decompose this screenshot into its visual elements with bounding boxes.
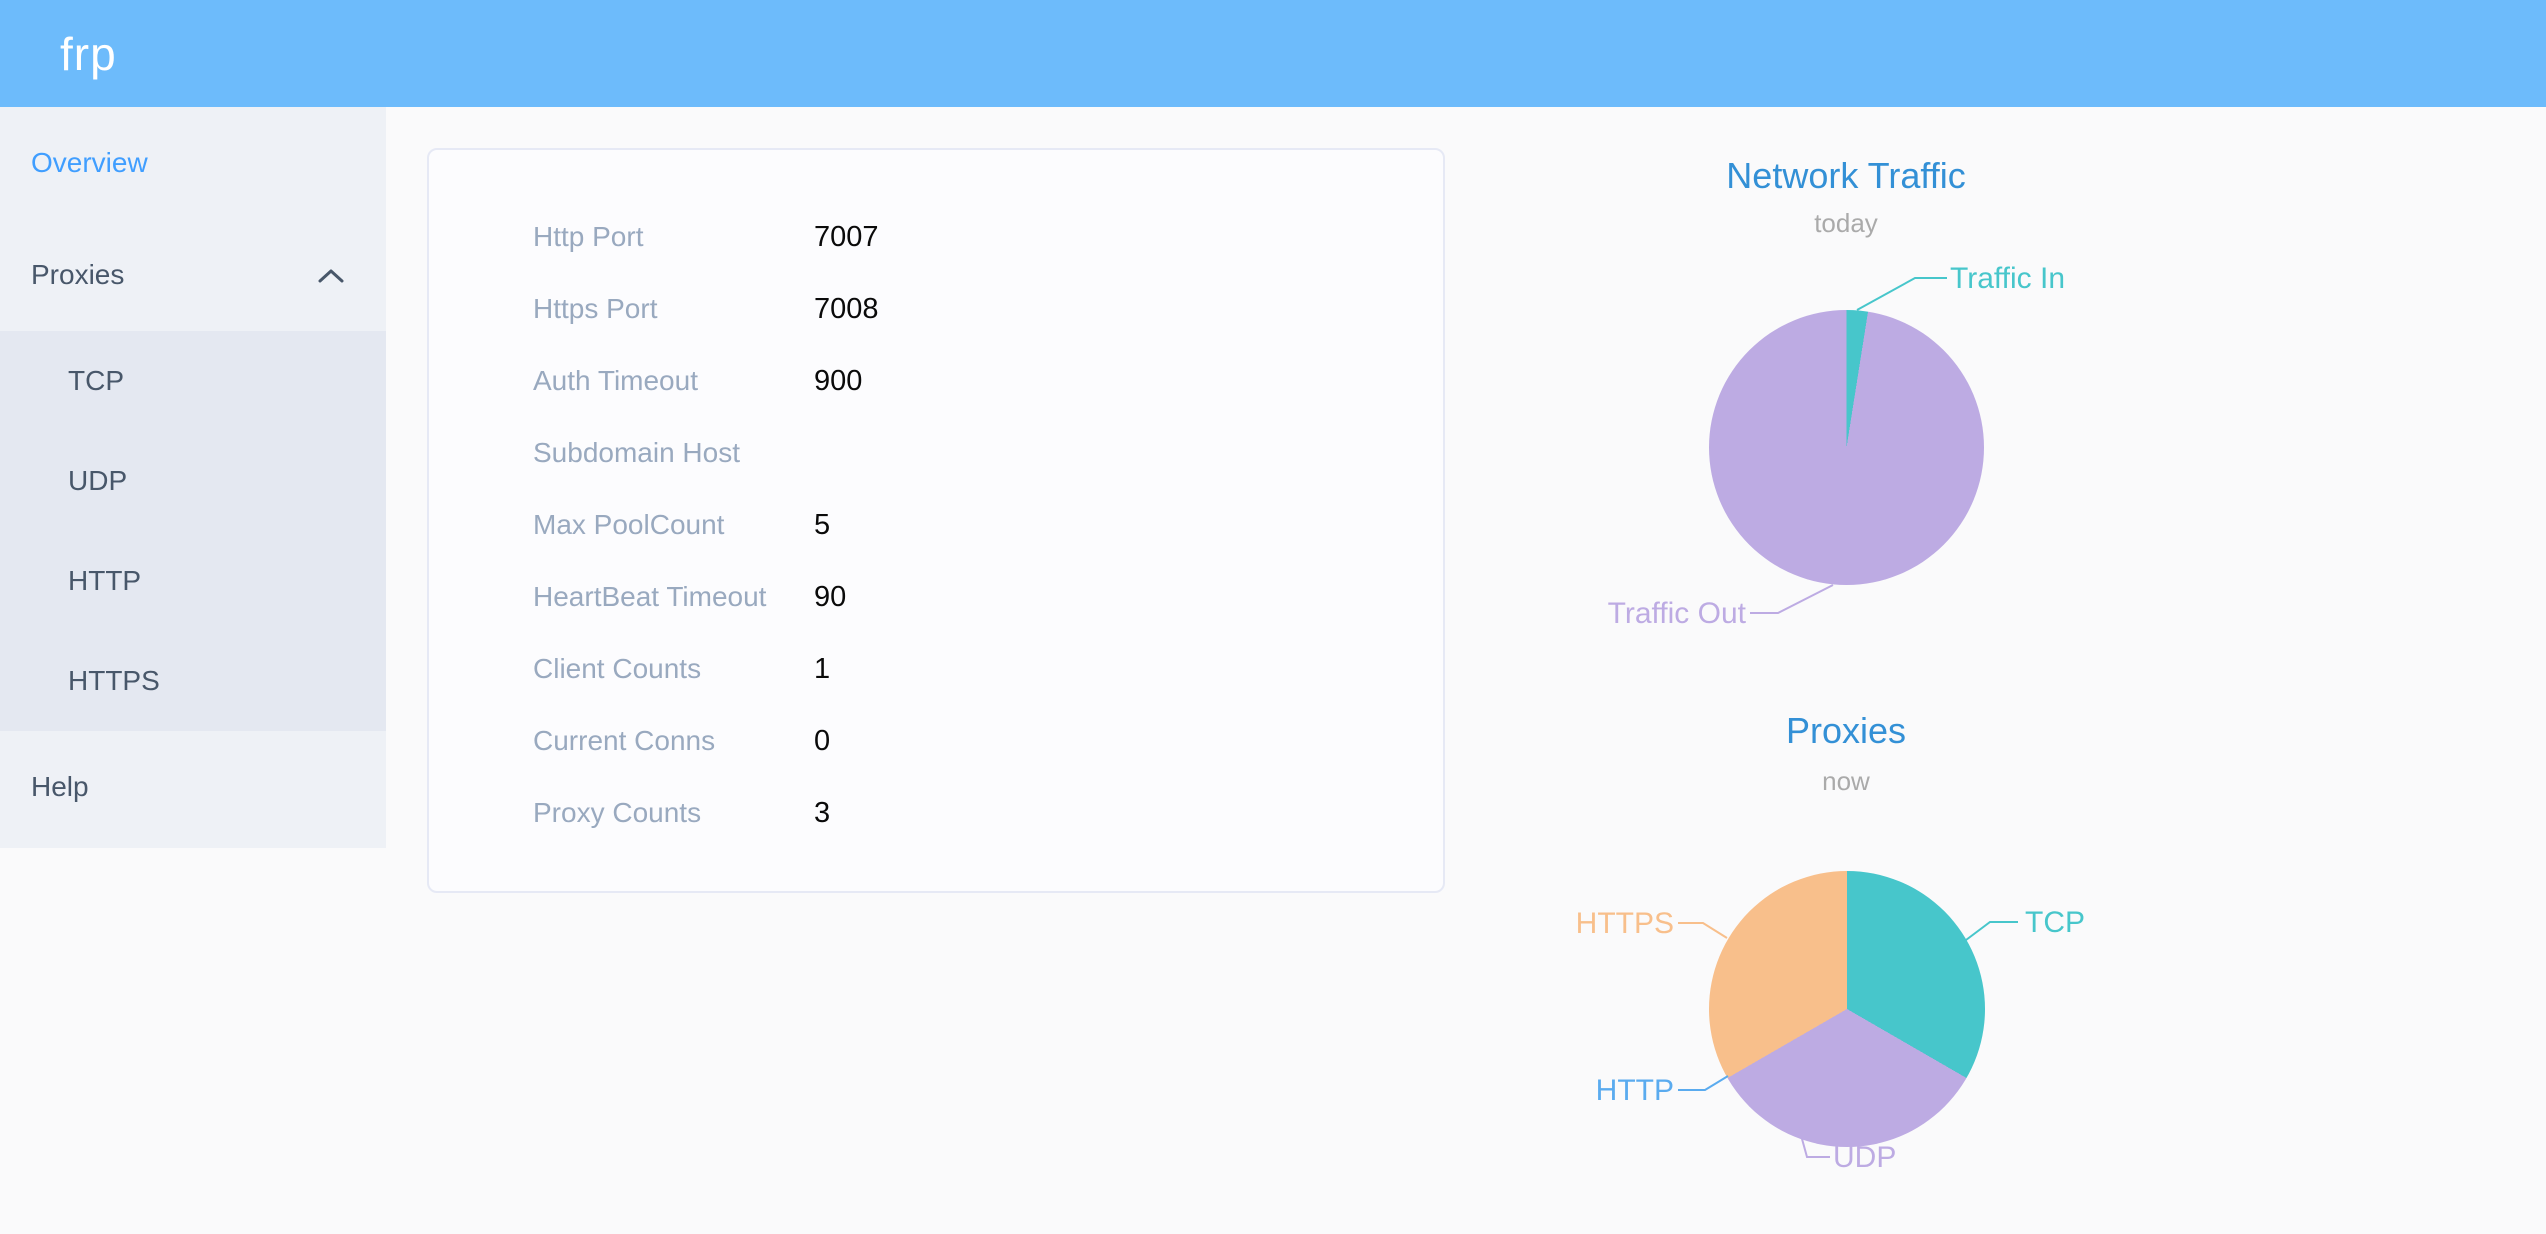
- row-value: 0: [814, 724, 831, 757]
- table-row: Max PoolCount 5: [429, 489, 1443, 561]
- sidebar-item-help[interactable]: Help: [0, 731, 386, 843]
- sidebar-item-overview[interactable]: Overview: [0, 107, 386, 219]
- pie-label-https: HTTPS: [1575, 907, 1674, 940]
- pie-label-udp: UDP: [1833, 1141, 1897, 1174]
- sidebar-item-udp-label: UDP: [68, 465, 128, 496]
- row-value: 90: [814, 580, 847, 613]
- sidebar-item-tcp-label: TCP: [68, 365, 124, 396]
- table-row: Client Counts 1: [429, 633, 1443, 705]
- sidebar-item-http-label: HTTP: [68, 565, 142, 596]
- row-value: 7008: [814, 292, 879, 325]
- sidebar-item-help-label: Help: [31, 771, 89, 802]
- table-row: Proxy Counts 3: [429, 777, 1443, 849]
- row-label: Http Port: [533, 221, 644, 252]
- row-value: 900: [814, 364, 863, 397]
- server-info-card: Http Port 7007 Https Port 7008 Auth Time…: [427, 148, 1445, 893]
- row-label: Subdomain Host: [533, 437, 741, 468]
- pie-label-http: HTTP: [1595, 1074, 1674, 1107]
- table-row: Subdomain Host: [429, 417, 1443, 489]
- table-row: HeartBeat Timeout 90: [429, 561, 1443, 633]
- server-info-table: Http Port 7007 Https Port 7008 Auth Time…: [429, 201, 1443, 849]
- sidebar-item-tcp[interactable]: TCP: [0, 331, 386, 431]
- row-value: 3: [814, 796, 831, 829]
- charts-panel: Network Traffic today Traffic In Traffic…: [1446, 112, 2546, 1234]
- sidebar-item-proxies[interactable]: Proxies: [0, 219, 386, 331]
- network-traffic-subtitle: today: [1814, 208, 1878, 238]
- row-label: Max PoolCount: [533, 509, 725, 540]
- row-label: Proxy Counts: [533, 797, 702, 828]
- proxies-chart-subtitle: now: [1822, 766, 1870, 796]
- row-value: 1: [814, 652, 831, 685]
- row-label: HeartBeat Timeout: [533, 581, 767, 612]
- network-traffic-title: Network Traffic: [1726, 155, 1966, 196]
- proxies-pie: [1709, 871, 1985, 1147]
- row-value: 7007: [814, 220, 879, 253]
- row-label: Current Conns: [533, 725, 716, 756]
- row-label: Client Counts: [533, 653, 702, 684]
- table-row: Http Port 7007: [429, 201, 1443, 273]
- table-row: Https Port 7008: [429, 273, 1443, 345]
- row-label: Auth Timeout: [533, 365, 698, 396]
- pie-label-traffic-out: Traffic Out: [1607, 597, 1746, 630]
- sidebar-item-proxies-label: Proxies: [31, 259, 125, 290]
- sidebar-item-https[interactable]: HTTPS: [0, 631, 386, 731]
- sidebar: Overview Proxies TCP UDP HTTP HTTPS Help: [0, 107, 386, 848]
- pie-label-tcp: TCP: [2025, 906, 2085, 939]
- row-label: Https Port: [533, 293, 658, 324]
- table-row: Auth Timeout 900: [429, 345, 1443, 417]
- network-traffic-pie: [1709, 310, 1984, 585]
- sidebar-item-overview-label: Overview: [31, 147, 148, 178]
- header-bar: frp: [0, 0, 2546, 107]
- table-row: Current Conns 0: [429, 705, 1443, 777]
- sidebar-proxies-submenu: TCP UDP HTTP HTTPS: [0, 331, 386, 731]
- row-value: 5: [814, 508, 831, 541]
- pie-label-traffic-in: Traffic In: [1950, 262, 2066, 295]
- app-logo: frp: [60, 27, 117, 80]
- chevron-up-icon: [318, 259, 344, 291]
- sidebar-item-udp[interactable]: UDP: [0, 431, 386, 531]
- sidebar-item-http[interactable]: HTTP: [0, 531, 386, 631]
- proxies-chart-title: Proxies: [1785, 710, 1907, 751]
- sidebar-item-https-label: HTTPS: [68, 665, 160, 696]
